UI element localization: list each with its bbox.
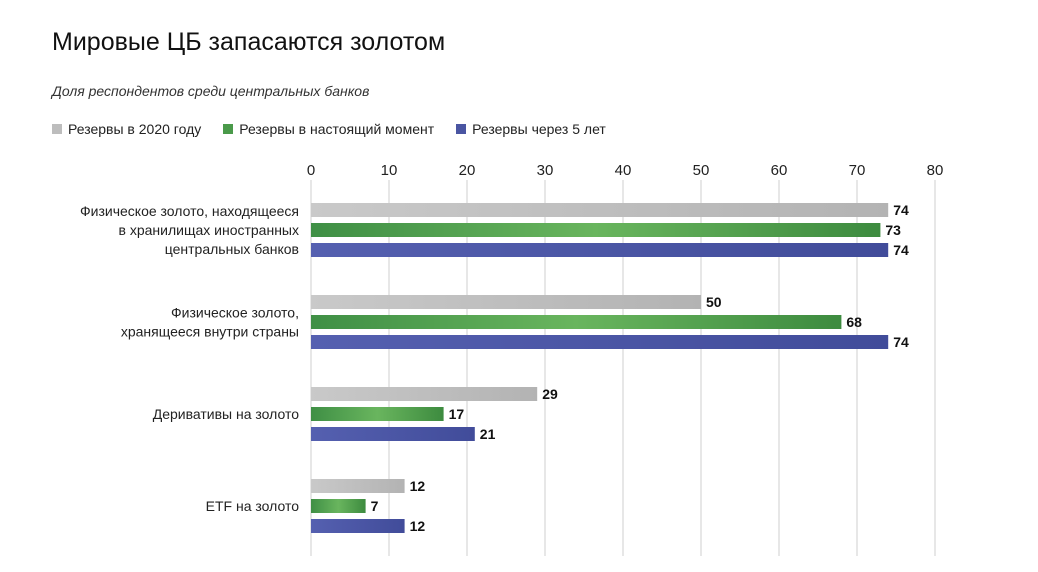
value-label-series-2-cat-3: 12	[410, 518, 426, 534]
value-label-series-0-cat-3: 12	[410, 478, 426, 494]
legend-item-2020: Резервы в 2020 году	[52, 121, 201, 137]
category-label-3-line-0: ETF на золото	[206, 498, 300, 514]
x-tick-label-80: 80	[927, 162, 944, 179]
chart-subtitle: Доля респондентов среди центральных банк…	[52, 83, 370, 99]
legend-item-5-years: Резервы через 5 лет	[456, 121, 606, 137]
bar-series-0-cat-0	[311, 203, 889, 217]
x-tick-label-20: 20	[459, 162, 476, 179]
legend-swatch-2020	[52, 124, 62, 134]
bar-series-1-cat-2	[311, 407, 444, 421]
bar-series-1-cat-3	[311, 499, 366, 513]
bar-series-2-cat-2	[311, 427, 475, 441]
legend-item-current: Резервы в настоящий момент	[223, 121, 434, 137]
value-label-series-1-cat-1: 68	[846, 314, 862, 330]
grid-layer	[310, 180, 936, 556]
category-label-0-line-0: Физическое золото, находящееся	[80, 203, 299, 219]
x-tick-label-40: 40	[615, 162, 632, 179]
category-label-1-line-1: хранящееся внутри страны	[121, 324, 299, 340]
x-tick-label-0: 0	[307, 162, 315, 179]
x-tick-label-50: 50	[693, 162, 710, 179]
x-tick-label-60: 60	[771, 162, 788, 179]
x-axis-ticks: 0 10 20 30 40 50 60 70 80	[307, 162, 944, 179]
legend-label-current: Резервы в настоящий момент	[239, 121, 435, 137]
value-label-series-2-cat-2: 21	[480, 426, 496, 442]
value-label-series-1-cat-3: 7	[371, 498, 379, 514]
legend-swatch-5-years	[456, 124, 467, 134]
value-label-series-0-cat-0: 74	[893, 202, 909, 218]
x-tick-label-30: 30	[537, 162, 554, 179]
value-label-series-2-cat-1: 74	[893, 334, 909, 350]
legend-label-5-years: Резервы через 5 лет	[472, 121, 606, 137]
category-label-1-line-0: Физическое золото,	[171, 305, 299, 321]
bar-series-1-cat-1	[311, 315, 842, 329]
chart-legend: Резервы в 2020 году Резервы в настоящий …	[52, 121, 606, 137]
category-labels: Физическое золото, находящееся в хранилищ…	[80, 203, 299, 514]
chart-title: Мировые ЦБ запасаются золотом	[52, 28, 446, 56]
value-label-series-1-cat-0: 73	[885, 222, 901, 238]
category-label-0-line-2: центральных банков	[165, 241, 299, 257]
bar-series-1-cat-0	[311, 223, 881, 237]
legend-label-2020: Резервы в 2020 году	[68, 121, 202, 137]
bar-series-2-cat-0	[311, 243, 889, 257]
bar-series-0-cat-1	[311, 295, 701, 309]
category-label-2-line-0: Деривативы на золото	[153, 406, 299, 422]
x-tick-label-70: 70	[849, 162, 866, 179]
bars-layer: 74 50 29 12 73 68 17 7 74 74 21 12	[311, 202, 909, 534]
value-label-series-0-cat-2: 29	[542, 386, 558, 402]
bar-series-2-cat-3	[311, 519, 405, 533]
bar-series-2-cat-1	[311, 335, 889, 349]
value-label-series-2-cat-0: 74	[893, 242, 909, 258]
value-label-series-0-cat-1: 50	[706, 294, 722, 310]
x-tick-label-10: 10	[381, 162, 398, 179]
bar-series-0-cat-2	[311, 387, 538, 401]
value-label-series-1-cat-2: 17	[449, 406, 465, 422]
category-label-0-line-1: в хранилищах иностранных	[119, 222, 299, 238]
bar-series-0-cat-3	[311, 479, 405, 493]
legend-swatch-current	[223, 124, 234, 134]
